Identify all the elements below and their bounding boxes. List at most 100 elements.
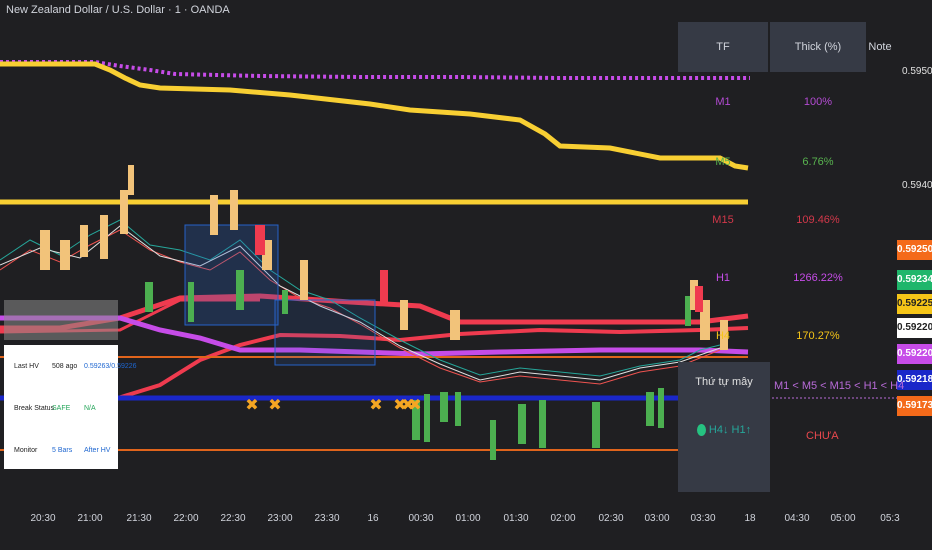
time-tick-label: 16	[367, 513, 379, 524]
cross-marker-icon: ✖	[369, 397, 382, 414]
order-formula: M1 < M5 < M15 < H1 < H4	[774, 380, 905, 392]
info-row: Break Status SAFE N/A	[4, 399, 118, 419]
time-tick-label: 18	[744, 513, 756, 524]
volume-bar	[646, 392, 654, 426]
volume-bar	[412, 400, 420, 440]
time-tick-label: 03:30	[690, 513, 716, 524]
info-row: Monitor 5 Bars After HV	[4, 441, 118, 461]
m1-cloud-line	[0, 315, 749, 357]
candle	[690, 280, 698, 310]
cross-marker-icon: ✖	[268, 397, 281, 414]
info-label: Break Status	[14, 405, 55, 412]
candle	[300, 260, 308, 300]
order-state: H4↓ H1↑	[678, 424, 770, 437]
volume-bar	[518, 404, 526, 444]
info-v1: SAFE	[52, 405, 71, 412]
volume-bar	[282, 290, 288, 314]
volume-bar	[188, 282, 194, 322]
hv-info-panel: Last HV 508 ago 0.59263/0.59226 Break Statu…	[4, 345, 137, 469]
cross-marker-icon: ✖	[401, 397, 414, 414]
time-tick-label: 23:00	[267, 513, 293, 524]
time-tick-label: 04:30	[784, 513, 810, 524]
thick-cell: 109.46%	[796, 214, 840, 226]
time-tick-label: 22:00	[173, 513, 199, 524]
candle-red	[380, 270, 388, 304]
h1-cloud-line	[0, 60, 750, 80]
thick-cell: 170.27%	[796, 330, 840, 342]
cross-marker-icon: ✖	[245, 397, 258, 414]
green-dot-icon	[696, 424, 706, 437]
time-tick-label: 23:30	[314, 513, 340, 524]
tf-cell: M15	[712, 214, 734, 226]
candle	[100, 215, 108, 259]
candle	[450, 310, 460, 340]
volume-bar	[455, 392, 461, 426]
cross-marker-icon: ✖	[393, 397, 406, 414]
time-tick-label: 02:30	[598, 513, 624, 524]
candle	[262, 240, 272, 270]
thick-cell: 100%	[803, 96, 833, 108]
chart-title: New Zealand Dollar / U.S. Dollar · 1 · O…	[6, 4, 230, 16]
h4-cloud-line	[0, 61, 749, 171]
candle	[80, 225, 88, 257]
tf-cell: M5	[715, 156, 731, 168]
volume-bar	[685, 296, 691, 326]
info-row: Last HV 508 ago 0.59263/0.59226	[4, 357, 137, 377]
info-v1: 508 ago	[52, 363, 78, 370]
candle	[128, 165, 134, 195]
candle	[210, 195, 218, 235]
candle	[60, 240, 70, 270]
price-tag: 0.59250	[897, 240, 932, 260]
candle-red	[255, 225, 265, 255]
volume-bar	[658, 388, 664, 428]
volume-bar	[539, 400, 546, 448]
price-tag: 0.59234	[897, 270, 932, 290]
time-tick-label: 21:00	[77, 513, 103, 524]
time-tick-label: 21:30	[126, 513, 152, 524]
volume-bar	[424, 394, 430, 442]
dim-overlay	[4, 300, 118, 340]
time-tick-label: 22:30	[220, 513, 246, 524]
price-tag: 0.59220	[897, 318, 932, 338]
time-tick-label: 00:30	[408, 513, 434, 524]
info-v2: N/A	[84, 405, 96, 412]
cross-marker-icon: ✖	[408, 397, 421, 414]
time-tick-label: 01:30	[503, 513, 529, 524]
order-title: Thứ tự mây	[695, 376, 753, 388]
candle	[120, 190, 128, 234]
tf-cell: H4	[715, 330, 731, 342]
time-tick-label: 05:3	[880, 513, 900, 524]
range-box-2	[274, 299, 376, 366]
tf-cell: H1	[715, 272, 731, 284]
note-header: Note	[868, 41, 892, 53]
price-tag: 0.59225	[897, 294, 932, 314]
price-tag: 0.59173	[897, 396, 932, 416]
info-v2: After HV	[84, 447, 111, 454]
time-tick-label: 02:00	[550, 513, 576, 524]
info-label: Monitor	[14, 447, 38, 454]
cloud-order-panel: Thứ tự mây H4↓ H1↑	[678, 362, 770, 492]
volume-bar	[236, 270, 244, 310]
time-tick-label: 03:00	[644, 513, 670, 524]
m5-cloud-line	[117, 326, 749, 400]
order-status: CHƯA	[806, 430, 839, 442]
time-tick-label: 01:00	[455, 513, 481, 524]
thick-header: Thick (%)	[770, 22, 866, 72]
order-state-text: H4↓ H1↑	[708, 424, 752, 436]
candle	[230, 190, 238, 230]
candle	[700, 300, 710, 340]
price-tag: 0.59220	[897, 344, 932, 364]
volume-bar	[490, 420, 496, 460]
info-label: Last HV	[14, 363, 39, 370]
tf-cell: M1	[715, 96, 731, 108]
tf-header: TF	[678, 22, 768, 72]
volume-bar	[440, 392, 448, 422]
time-tick-label: 05:00	[830, 513, 856, 524]
info-v2: 0.59263/0.59226	[84, 363, 137, 370]
thick-cell: 1266.22%	[793, 272, 843, 284]
candle	[40, 230, 50, 270]
candle-red	[695, 286, 703, 312]
thick-cell: 6.76%	[802, 156, 834, 168]
